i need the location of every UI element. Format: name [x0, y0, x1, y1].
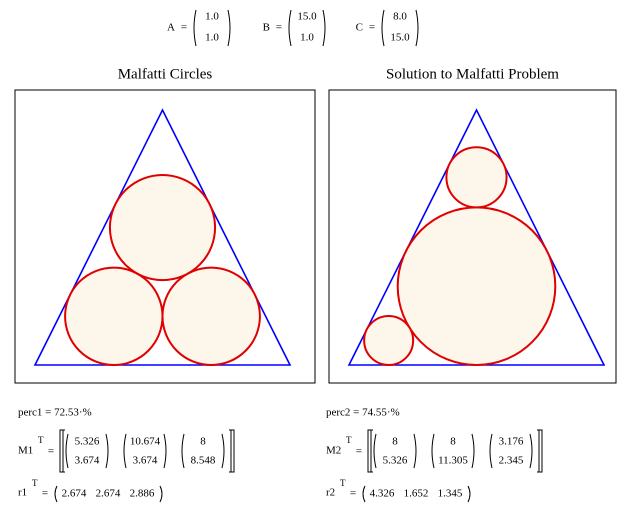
coord-value: 15.0 [390, 32, 410, 44]
malfatti-circle [64, 266, 164, 367]
parenthesis [489, 433, 493, 469]
coord-value: 8.0 [393, 11, 407, 23]
parenthesis [288, 9, 292, 47]
parenthesis [415, 9, 419, 47]
radius-value: 2.674 [62, 488, 87, 500]
coord-value: 15.0 [297, 11, 317, 23]
matrix-value: 8 [200, 436, 206, 448]
bracket [229, 429, 235, 473]
malfatti-circle [108, 173, 217, 282]
coord-value: 1.0 [205, 32, 219, 44]
transpose-mark: T [32, 478, 38, 488]
matrix-value: 8.548 [191, 455, 216, 467]
bracket [537, 429, 543, 473]
parenthesis [362, 485, 366, 503]
bracket [367, 429, 373, 473]
matrix-value: 5.326 [383, 455, 408, 467]
parenthesis [159, 485, 163, 503]
parenthesis [471, 433, 475, 469]
equals: = [48, 446, 54, 458]
parenthesis [193, 9, 197, 47]
matrix-name: M2 [326, 445, 341, 457]
equals: = [276, 22, 282, 34]
parenthesis [105, 433, 109, 469]
percentage: perc2 = 74.55·% [326, 407, 400, 419]
matrix-value: 3.674 [75, 455, 100, 467]
radius-value: 1.652 [404, 488, 429, 500]
radius-value: 1.345 [438, 488, 463, 500]
parenthesis [65, 433, 69, 469]
parenthesis [529, 433, 533, 469]
matrix-value: 8 [450, 436, 456, 448]
equals: = [369, 22, 375, 34]
point-name: A [167, 22, 175, 34]
vector-name: r1 [18, 487, 27, 499]
parenthesis [413, 433, 417, 469]
equals: = [350, 488, 356, 500]
matrix-value: 2.345 [499, 455, 524, 467]
parenthesis [227, 9, 231, 47]
matrix-value: 11.305 [438, 455, 468, 467]
parenthesis [163, 433, 167, 469]
coord-value: 1.0 [205, 11, 219, 23]
vector-name: r2 [326, 487, 335, 499]
bracket [59, 429, 65, 473]
point-name: B [263, 22, 270, 34]
transpose-mark: T [38, 435, 44, 445]
transpose-mark: T [346, 435, 352, 445]
malfatti-circle [161, 266, 261, 367]
radius-value: 2.674 [96, 488, 121, 500]
parenthesis [322, 9, 326, 47]
parenthesis [54, 485, 58, 503]
parenthesis [381, 9, 385, 47]
radius-value: 2.886 [130, 488, 155, 500]
point-name: C [356, 22, 363, 34]
malfatti-circle [445, 146, 508, 209]
equals: = [181, 22, 187, 34]
percentage: perc1 = 72.53·% [18, 407, 92, 419]
matrix-value: 10.674 [130, 436, 161, 448]
matrix-value: 5.326 [75, 436, 100, 448]
equals: = [42, 488, 48, 500]
parenthesis [181, 433, 185, 469]
matrix-value: 3.176 [499, 436, 524, 448]
parenthesis [431, 433, 435, 469]
coord-value: 1.0 [300, 32, 314, 44]
malfatti-circle [396, 206, 557, 366]
parenthesis [467, 485, 471, 503]
matrix-value: 8 [392, 436, 398, 448]
matrix-name: M1 [18, 445, 33, 457]
radius-value: 4.326 [370, 488, 395, 500]
transpose-mark: T [340, 478, 346, 488]
parenthesis [123, 433, 127, 469]
plot-title: Malfatti Circles [118, 66, 213, 82]
parenthesis [373, 433, 377, 469]
parenthesis [221, 433, 225, 469]
triangle [33, 108, 292, 366]
equals: = [356, 446, 362, 458]
matrix-value: 3.674 [133, 455, 158, 467]
plot-title: Solution to Malfatti Problem [386, 66, 559, 82]
malfatti-circle [363, 315, 415, 367]
